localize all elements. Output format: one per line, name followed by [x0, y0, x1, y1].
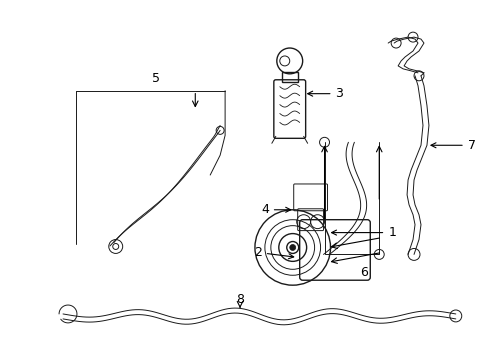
Text: 6: 6	[360, 266, 367, 279]
Text: 3: 3	[307, 87, 343, 100]
Text: 8: 8	[236, 293, 244, 306]
Text: 7: 7	[430, 139, 475, 152]
Text: 1: 1	[331, 226, 395, 239]
Circle shape	[289, 244, 295, 251]
Text: 4: 4	[261, 203, 290, 216]
Text: 5: 5	[151, 72, 159, 85]
Text: 2: 2	[253, 246, 293, 259]
Circle shape	[286, 242, 298, 253]
